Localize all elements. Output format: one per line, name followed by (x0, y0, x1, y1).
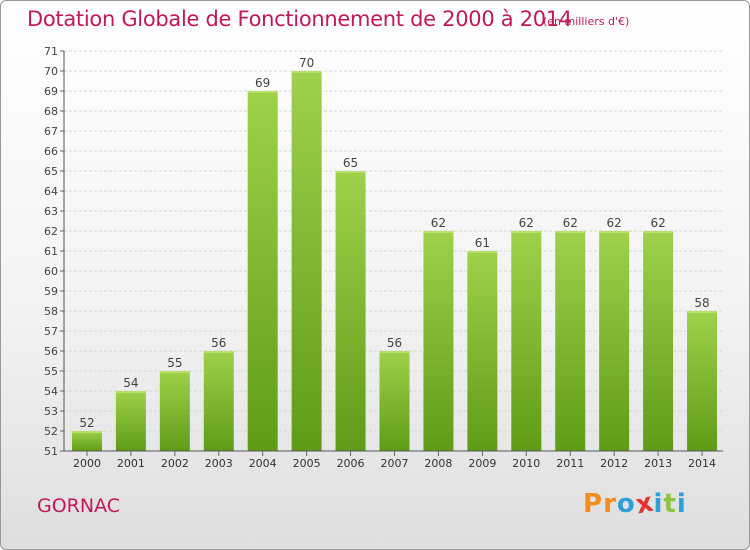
bar-highlight (203, 351, 234, 353)
x-tick-label: 2009 (468, 457, 496, 470)
bar-value-label: 62 (563, 216, 578, 230)
y-tick-label: 51 (44, 445, 58, 458)
x-tick-label: 2014 (688, 457, 716, 470)
bar-highlight (511, 231, 542, 233)
x-tick-label: 2011 (556, 457, 584, 470)
bar (555, 231, 586, 451)
bar (203, 351, 234, 451)
bar (247, 91, 278, 451)
bar-value-label: 55 (167, 356, 182, 370)
bar-highlight (555, 231, 586, 233)
x-tick-label: 2005 (293, 457, 321, 470)
y-tick-label: 64 (44, 185, 58, 198)
bar-value-label: 62 (431, 216, 446, 230)
bar-value-label: 54 (123, 376, 138, 390)
bar (379, 351, 410, 451)
x-tick-label: 2002 (161, 457, 189, 470)
bar-value-label: 56 (387, 336, 402, 350)
bar-highlight (247, 91, 278, 93)
y-tick-label: 68 (44, 105, 58, 118)
x-tick-label: 2012 (600, 457, 628, 470)
bar (643, 231, 674, 451)
y-tick-label: 59 (44, 285, 58, 298)
y-tick-label: 52 (44, 425, 58, 438)
y-tick-label: 67 (44, 125, 58, 138)
bar-value-label: 62 (650, 216, 665, 230)
proxiti-logo: Proxiti (583, 487, 687, 520)
x-tick-label: 2003 (205, 457, 233, 470)
bar (467, 251, 498, 451)
bar-value-label: 62 (519, 216, 534, 230)
bar-highlight (115, 391, 146, 393)
y-tick-label: 66 (44, 145, 58, 158)
y-tick-label: 56 (44, 345, 58, 358)
logo-letter: i (653, 489, 664, 519)
chart-title: Dotation Globale de Fonctionnement de 20… (27, 7, 572, 31)
bar-highlight (159, 371, 190, 373)
bar (599, 231, 630, 451)
y-tick-label: 70 (44, 65, 58, 78)
bar (291, 71, 322, 451)
x-tick-label: 2001 (117, 457, 145, 470)
y-tick-label: 54 (44, 385, 58, 398)
y-tick-label: 60 (44, 265, 58, 278)
bar-highlight (423, 231, 454, 233)
bar-value-label: 62 (607, 216, 622, 230)
x-tick-label: 2010 (512, 457, 540, 470)
logo-letter: o (616, 489, 636, 519)
bar-highlight (379, 351, 410, 353)
y-tick-label: 69 (44, 85, 58, 98)
x-tick-label: 2000 (73, 457, 101, 470)
y-tick-label: 65 (44, 165, 58, 178)
y-tick-label: 55 (44, 365, 58, 378)
logo-letter: t (663, 489, 677, 519)
bar (423, 231, 454, 451)
y-tick-label: 63 (44, 205, 58, 218)
y-tick-label: 71 (44, 45, 58, 58)
bar (511, 231, 542, 451)
bar-highlight (599, 231, 630, 233)
y-tick-label: 58 (44, 305, 58, 318)
bar-highlight (643, 231, 674, 233)
unit-label: (en milliers d'€) (543, 15, 630, 28)
bar-value-label: 52 (79, 416, 94, 430)
bar (115, 391, 146, 451)
y-tick-label: 62 (44, 225, 58, 238)
y-tick-label: 53 (44, 405, 58, 418)
commune-name: GORNAC (37, 495, 121, 517)
bar-highlight (335, 171, 366, 173)
bar (687, 311, 718, 451)
x-tick-label: 2013 (644, 457, 672, 470)
bar (71, 431, 102, 451)
y-tick-label: 61 (44, 245, 58, 258)
bar-highlight (71, 431, 102, 433)
bar (335, 171, 366, 451)
logo-letter: P (583, 489, 604, 519)
bar-highlight (291, 71, 322, 73)
x-tick-label: 2008 (424, 457, 452, 470)
bar-value-label: 61 (475, 236, 490, 250)
bar-value-label: 70 (299, 56, 314, 70)
bar-highlight (467, 251, 498, 253)
bar (159, 371, 190, 451)
bar-value-label: 56 (211, 336, 226, 350)
x-tick-label: 2007 (381, 457, 409, 470)
logo-letter: i (676, 489, 687, 519)
bar-highlight (687, 311, 718, 313)
x-tick-label: 2006 (337, 457, 365, 470)
y-tick-label: 57 (44, 325, 58, 338)
x-tick-label: 2004 (249, 457, 277, 470)
bar-value-label: 69 (255, 76, 270, 90)
bar-value-label: 58 (694, 296, 709, 310)
logo-letter: r (603, 489, 617, 519)
bar-value-label: 65 (343, 156, 358, 170)
